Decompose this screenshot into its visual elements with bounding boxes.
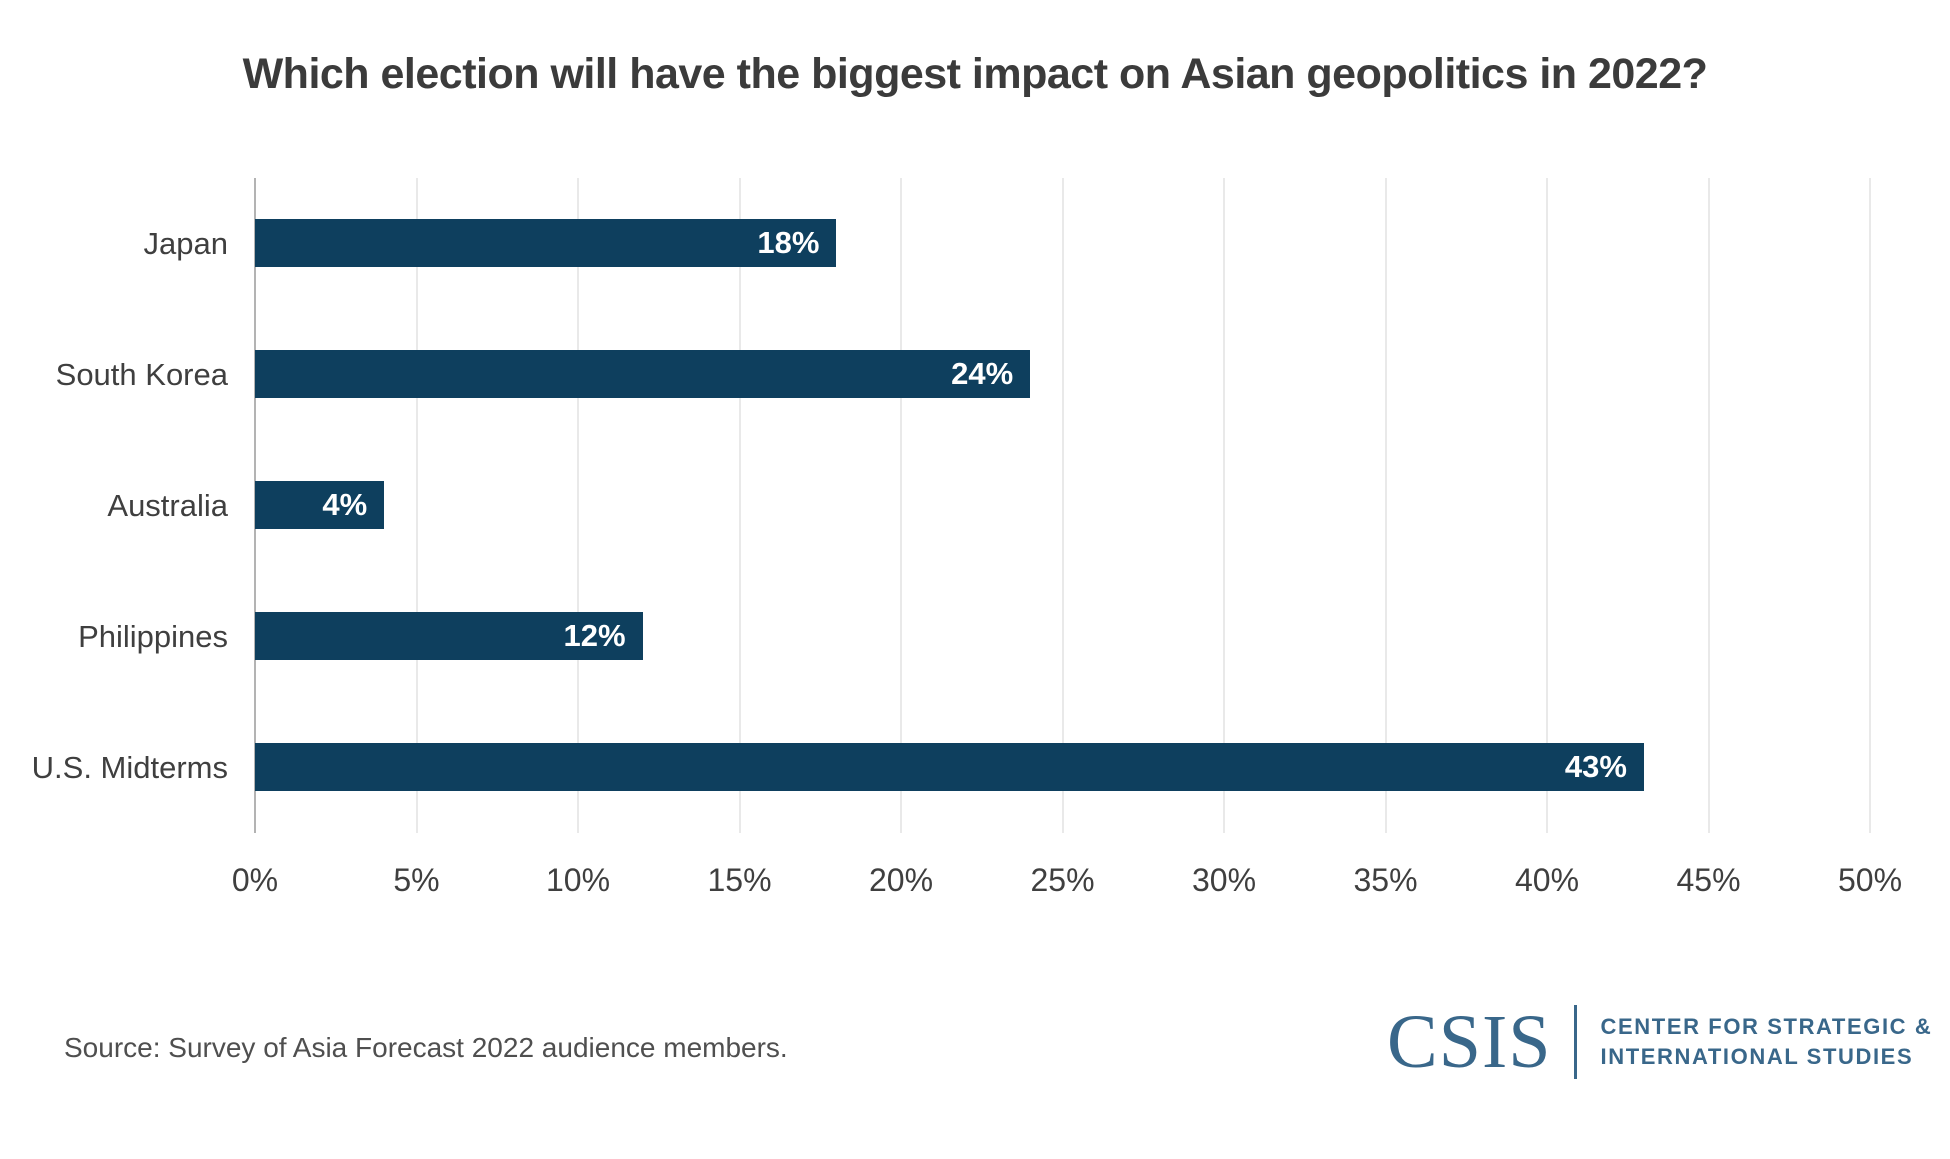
bar: 12% (255, 612, 643, 660)
gridline (1061, 178, 1064, 833)
bar-value-label: 24% (951, 356, 1014, 391)
csis-logo-name-line1: CENTER FOR STRATEGIC & (1600, 1014, 1933, 1040)
bar: 18% (255, 219, 837, 267)
gridline (577, 178, 579, 833)
bar-value-label: 18% (757, 225, 820, 260)
category-label: Japan (143, 226, 228, 261)
category-label: Philippines (78, 619, 228, 654)
bar-row: Philippines 12% (78, 571, 1870, 702)
bar-value-label: 43% (1564, 749, 1627, 784)
x-axis-tick: 0% (231, 862, 279, 898)
category-label: U.S. Midterms (31, 750, 228, 785)
bar-row: U.S. Midterms 43% (32, 702, 1870, 833)
category-label: Australia (107, 488, 228, 523)
x-axis-tick: 15% (707, 862, 772, 898)
bar: 43% (255, 743, 1644, 791)
bar: 24% (255, 350, 1031, 398)
gridline (1707, 178, 1710, 833)
x-axis-tick: 35% (1353, 862, 1418, 898)
gridline (738, 178, 741, 833)
bar-row: Japan 18% (144, 178, 1870, 309)
bar-value-label: 12% (563, 618, 626, 653)
csis-logo-name-line2: INTERNATIONAL STUDIES (1600, 1044, 1914, 1069)
gridline (1546, 178, 1548, 833)
csis-logo-name: CENTER FOR STRATEGIC & INTERNATIONAL STU… (1601, 1012, 1933, 1071)
category-label: South Korea (55, 357, 228, 392)
x-axis-tick: 45% (1676, 862, 1741, 898)
csis-logo: CSIS CENTER FOR STRATEGIC & INTERNATIONA… (1387, 1004, 1932, 1080)
source-note: Source: Survey of Asia Forecast 2022 aud… (64, 1032, 788, 1063)
csis-logo-separator (1573, 1005, 1577, 1079)
x-axis-tick: 50% (1837, 862, 1903, 898)
x-axis-tick: 25% (1030, 862, 1095, 898)
gridline (415, 178, 418, 833)
x-axis-tick: 5% (393, 862, 440, 898)
x-axis: 0% 5% 10% 15% 20% 25% 30% 35% 40% 45% 50% (232, 862, 1902, 902)
csis-logo-acronym: CSIS (1387, 1000, 1552, 1084)
chart-title: Which election will have the biggest imp… (242, 50, 1708, 98)
bar-value-label: 4% (322, 487, 368, 522)
bar: 4% (255, 481, 385, 529)
gridline (1384, 178, 1387, 833)
x-axis-tick: 40% (1514, 862, 1580, 898)
gridline (1223, 178, 1225, 833)
bar-row: South Korea 24% (56, 309, 1870, 440)
x-axis-tick: 20% (868, 862, 934, 898)
bar-row: Australia 4% (107, 440, 1870, 571)
gridline (900, 178, 902, 833)
x-axis-tick: 30% (1191, 862, 1257, 898)
x-axis-tick: 10% (545, 862, 611, 898)
plot-area: Japan 18% South Korea 24% Australia 4% Philipp… (32, 178, 1871, 833)
gridline (1869, 178, 1871, 833)
